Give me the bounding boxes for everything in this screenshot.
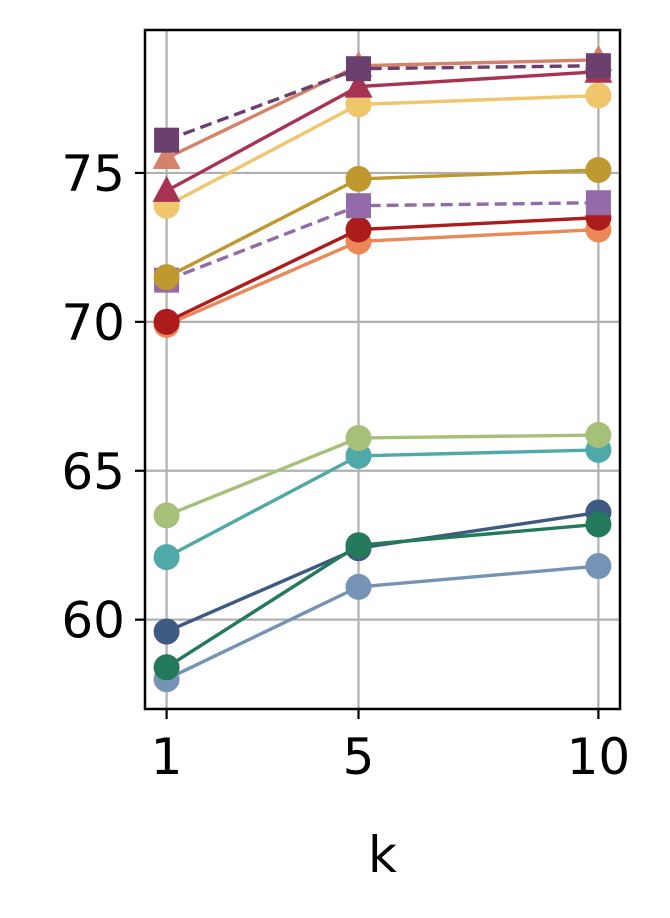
data-point [345, 216, 372, 243]
data-point [345, 165, 372, 192]
series-10 [153, 511, 612, 681]
y-tick-label: 70 [61, 294, 125, 352]
series-layer [152, 44, 613, 693]
y-tick-label: 60 [61, 592, 125, 650]
data-point [153, 654, 180, 681]
data-point [153, 618, 180, 645]
data-point [585, 511, 612, 538]
data-point [344, 71, 373, 98]
data-point [585, 190, 611, 216]
data-point [345, 91, 372, 118]
series-0 [154, 53, 611, 153]
x-tick-label: 10 [567, 728, 631, 786]
data-point [585, 553, 612, 580]
y-tick-label: 65 [61, 443, 125, 501]
data-point [153, 264, 180, 291]
series-4 [153, 156, 612, 291]
data-point [152, 175, 181, 202]
data-point [346, 193, 372, 219]
x-tick-label: 1 [151, 728, 183, 786]
data-point [345, 442, 372, 469]
data-point [152, 143, 181, 170]
data-point [585, 53, 611, 79]
series-6 [153, 204, 612, 335]
axis-ticks: 1 5 10 60 65 70 75 [61, 145, 630, 786]
data-point [585, 156, 612, 183]
series-9 [153, 436, 612, 571]
data-point [345, 424, 372, 451]
series-8 [153, 422, 612, 529]
data-point [153, 308, 180, 335]
x-tick-label: 5 [343, 728, 375, 786]
y-tick-label: 75 [61, 145, 125, 203]
series-5 [154, 190, 611, 293]
series-3 [153, 82, 612, 219]
data-point [345, 532, 372, 559]
data-point [585, 82, 612, 109]
data-point [345, 573, 372, 600]
data-point [346, 56, 372, 82]
data-point [585, 422, 612, 449]
data-point [154, 127, 180, 153]
data-point [153, 502, 180, 529]
x-axis-label: k [368, 826, 397, 884]
data-point [153, 544, 180, 571]
plot-frame [143, 28, 622, 711]
